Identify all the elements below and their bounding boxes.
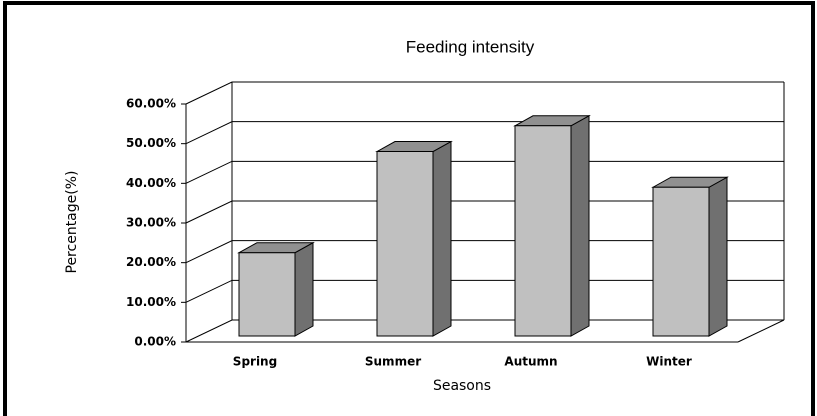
floor-right: [737, 319, 785, 343]
bar-side: [708, 176, 728, 337]
y-tick-label: 10.00%: [126, 295, 176, 309]
x-tick-label: Autumn: [504, 355, 557, 369]
bar-side: [432, 140, 452, 337]
bar-side: [294, 241, 314, 337]
x-axis-title: Seasons: [433, 378, 491, 394]
y-tick-label: 50.00%: [126, 136, 176, 150]
chart-title: Feeding intensity: [406, 37, 535, 56]
bar-front: [652, 186, 710, 337]
bar: [375, 140, 453, 337]
x-tick-label: Spring: [233, 355, 277, 369]
y-tick-label: 30.00%: [126, 216, 176, 230]
x-tick-label: Summer: [365, 355, 421, 369]
grid-line: [185, 81, 784, 105]
bar-front: [376, 151, 434, 337]
bar-front: [514, 125, 572, 337]
bar-front: [238, 252, 296, 337]
grid-line: [185, 160, 784, 184]
y-tick-label: 20.00%: [126, 255, 176, 269]
y-axis-title: Percentage(%): [64, 171, 80, 274]
grid-line: [185, 121, 784, 145]
bar-side: [570, 114, 590, 337]
y-tick-label: 60.00%: [126, 97, 176, 111]
x-tick-label: Winter: [646, 355, 692, 369]
bar: [237, 241, 315, 337]
bar: [513, 114, 591, 337]
grid-line: [185, 279, 784, 303]
y-tick-label: 40.00%: [126, 176, 176, 190]
y-tick-label: 0.00%: [134, 335, 176, 349]
grid-line: [185, 319, 784, 343]
grid-line: [185, 200, 784, 224]
grid-line: [185, 240, 784, 264]
bar: [651, 176, 729, 337]
